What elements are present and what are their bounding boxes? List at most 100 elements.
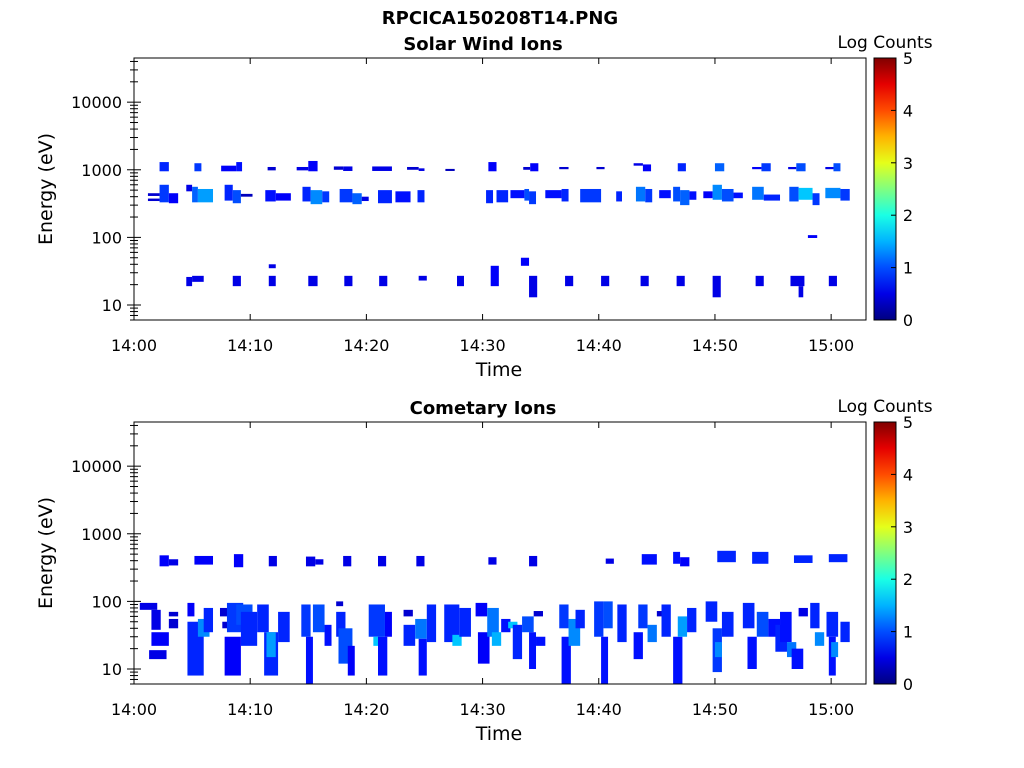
heatmap-cell: [789, 186, 799, 202]
heatmap-cell: [194, 555, 214, 565]
heatmap-cell: [529, 555, 538, 567]
heatmap-cell: [305, 636, 313, 684]
heatmap-cell: [224, 184, 233, 201]
heatmap-cell: [659, 190, 671, 199]
heatmap-cell: [459, 607, 471, 637]
y-tick-label: 10000: [71, 93, 122, 112]
heatmap-cell: [825, 166, 834, 170]
heatmap-cell: [752, 166, 762, 170]
y-tick-label: 100: [91, 228, 122, 247]
heatmap-cell: [810, 602, 820, 629]
heatmap-cell: [403, 609, 413, 617]
y-tick-label: 10: [102, 296, 122, 315]
heatmap-cell: [192, 186, 198, 203]
heatmap-cell: [676, 275, 685, 287]
heatmap-cell: [361, 196, 369, 202]
heatmap-cell: [617, 604, 627, 643]
heatmap-cell: [372, 166, 392, 171]
heatmap-cell: [308, 275, 318, 287]
heatmap-cell: [418, 638, 427, 676]
heatmap-cell: [416, 555, 425, 567]
x-tick-label: 14:50: [692, 336, 738, 355]
heatmap-cell: [714, 163, 725, 172]
heatmap-cell: [378, 190, 392, 204]
heatmap-cell: [603, 601, 613, 629]
colorbar-label: Log Counts: [837, 397, 932, 417]
heatmap-cell: [151, 632, 169, 646]
colorbar-label: Log Counts: [837, 33, 932, 53]
heatmap-cell: [812, 193, 820, 206]
heatmap-cell: [379, 275, 388, 287]
heatmap-cell: [768, 618, 781, 637]
heatmap-cell: [308, 160, 318, 172]
heatmap-cell: [721, 611, 734, 637]
heatmap-cell: [828, 275, 837, 287]
heatmap-cell: [756, 611, 769, 637]
heatmap-cell: [302, 186, 311, 202]
heatmap-cell: [689, 191, 697, 200]
heatmap-cell: [717, 550, 736, 563]
heatmap-cell: [545, 190, 562, 199]
heatmap-cell: [426, 604, 437, 643]
heatmap-cell: [268, 264, 276, 269]
heatmap-cell: [324, 624, 332, 646]
heatmap-cell: [147, 193, 160, 196]
heatmap-cell: [633, 632, 643, 660]
heatmap-cell: [601, 636, 609, 684]
heatmap-cell: [378, 636, 388, 676]
heatmap-cell: [315, 559, 324, 565]
heatmap-cell: [240, 611, 258, 646]
heatmap-cell: [233, 554, 244, 568]
heatmap-cell: [559, 166, 569, 170]
x-tick-label: 15:00: [808, 700, 854, 719]
heatmap-cell: [444, 604, 460, 643]
heatmap-cell: [661, 604, 671, 637]
heatmap-cell: [147, 198, 160, 202]
heatmap-cell: [529, 632, 537, 670]
x-tick-label: 14:30: [460, 336, 506, 355]
heatmap-cell: [197, 188, 214, 203]
heatmap-cell: [378, 555, 387, 567]
x-tick-label: 14:00: [111, 700, 157, 719]
heatmap-cell: [301, 604, 311, 637]
y-tick-label: 10000: [71, 457, 122, 476]
heatmap-cell: [807, 235, 818, 238]
colorbar-tick-label: 3: [903, 518, 913, 537]
heatmap-cell: [687, 607, 697, 633]
heatmap-cell: [343, 166, 353, 171]
colorbar-tick-label: 2: [903, 570, 913, 589]
colorbar-tick-label: 0: [903, 675, 913, 694]
heatmap-cell: [568, 618, 581, 646]
heatmap-cell: [677, 163, 686, 172]
heatmap-cell: [168, 611, 179, 617]
x-tick-label: 14:10: [227, 336, 273, 355]
heatmap-cell: [752, 186, 764, 200]
x-tick-label: 14:00: [111, 336, 157, 355]
heatmap-cell: [559, 604, 569, 629]
heatmap-cell: [490, 265, 499, 287]
heatmap-cell: [814, 632, 825, 646]
heatmap-cell: [638, 604, 648, 629]
heatmap-cell: [840, 621, 850, 643]
heatmap-cell: [645, 188, 653, 203]
heatmap-cell: [673, 636, 683, 684]
heatmap-cell: [415, 618, 427, 639]
heatmap-cell: [418, 275, 427, 281]
heatmap-cell: [491, 632, 502, 646]
heatmap-cell: [418, 168, 425, 171]
heatmap-cell: [347, 645, 355, 676]
colorbar-tick-label: 4: [903, 465, 913, 484]
heatmap-cell: [488, 162, 497, 172]
heatmap-cell: [445, 168, 455, 171]
heatmap-cell: [168, 618, 179, 629]
heatmap-cell: [522, 616, 534, 633]
x-tick-label: 14:40: [576, 336, 622, 355]
heatmap-cell: [222, 621, 230, 629]
heatmap-cell: [477, 632, 490, 664]
heatmap-cell: [833, 163, 841, 172]
heatmap-cell: [721, 188, 734, 202]
heatmap-cell: [232, 275, 241, 287]
heatmap-cell: [268, 555, 277, 567]
heatmap-cell: [312, 604, 325, 633]
